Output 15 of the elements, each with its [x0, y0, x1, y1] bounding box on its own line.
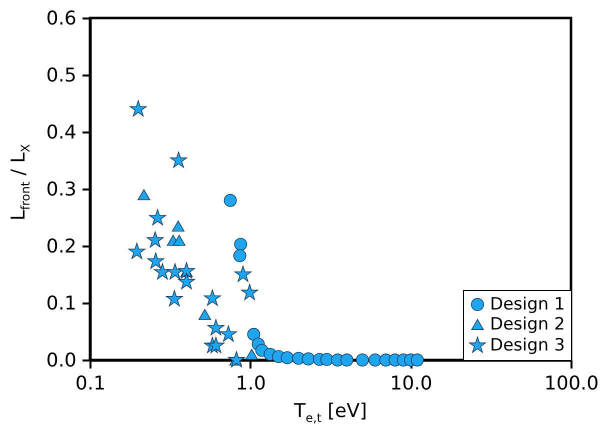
y-tick-label: 0.5	[46, 64, 76, 86]
y-tick-label: 0.1	[46, 292, 76, 314]
x-tick-label: 10.0	[390, 372, 432, 394]
y-tick-label: 0.4	[46, 122, 76, 144]
y-tick-label: 0.2	[46, 236, 76, 258]
x-tick-label: 100.0	[544, 372, 599, 394]
legend-label: Design 3	[490, 336, 565, 356]
y-tick-label: 0.6	[46, 8, 76, 30]
legend-label: Design 1	[490, 294, 565, 314]
y-tick-label: 0.0	[46, 350, 76, 372]
y-tick-label: 0.3	[46, 178, 76, 200]
x-axis-title: T$_{e,t}$ [eV]	[292, 400, 368, 425]
legend-label: Design 2	[490, 314, 565, 334]
x-tick-label: 0.1	[75, 372, 106, 394]
x-tick-label: 1.0	[236, 372, 266, 394]
